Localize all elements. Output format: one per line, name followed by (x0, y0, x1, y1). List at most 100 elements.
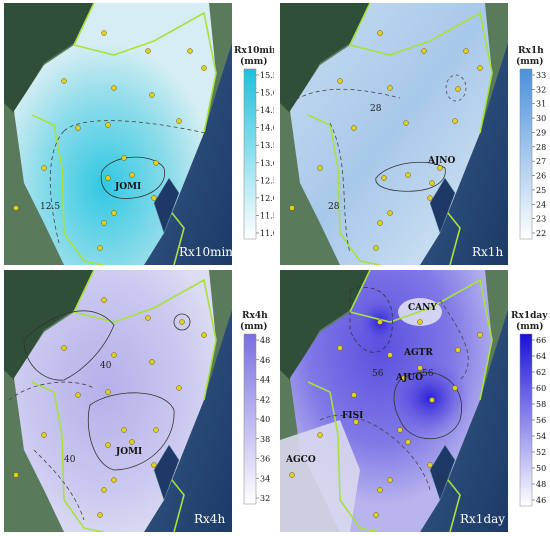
colorbar-tick-label: 26 (536, 172, 546, 181)
colorbar-tick-label: 14.5 (260, 106, 274, 115)
colorbar-tick-label: 62 (536, 368, 546, 377)
contour-north-west (23, 310, 115, 381)
sea-area (420, 3, 508, 265)
colorbar-tick-label: 30 (536, 114, 546, 123)
colorbar-tick-label: 42 (260, 395, 270, 404)
colorbar-ticks-rx1day: 66 64 62 60 58 56 54 52 50 48 46 (532, 336, 546, 505)
colorbar-tick-label: 29 (536, 128, 546, 137)
colorbar-tick-label: 24 (536, 200, 546, 209)
colorbar-tick-label: 58 (536, 400, 546, 409)
map-rx1h: AJNO 28 28 Rx1h Rx1h (mm) 33 32 31 30 29 28 27… (280, 3, 550, 265)
port (429, 177, 456, 234)
dark-terrain (280, 3, 370, 113)
dark-terrain (280, 270, 370, 380)
municipal-boundary (307, 114, 381, 265)
contour-north (349, 287, 393, 353)
colorbar-tick-label: 40 (260, 415, 270, 424)
colorbar-rx1h (519, 68, 533, 240)
colorbar-tick-label: 34 (260, 474, 270, 483)
station-dots (13, 30, 207, 251)
outer-boundary (348, 3, 493, 134)
contour-label-56-a: 56 (372, 369, 384, 379)
dark-terrain (4, 3, 94, 113)
panel-rx10min: JOMI 12.5 Rx10min Rx10min (mm) 15.515.01… (4, 3, 274, 265)
contour-12-5 (49, 120, 215, 244)
contour-north (445, 74, 467, 102)
contour-label-28-a: 28 (370, 104, 382, 114)
contour-south (87, 392, 175, 471)
station-label-cany: CANY (408, 303, 437, 313)
contour-label-40-a: 40 (100, 361, 112, 371)
panel-title-rx1day: Rx1day (460, 512, 505, 526)
sea-area (420, 270, 508, 532)
colorbar-rx4h (243, 333, 257, 505)
contour-inner (100, 156, 165, 199)
colorbar-tick-label: 48 (260, 336, 270, 345)
contour-label-12-5: 12.5 (40, 202, 60, 212)
colorbar-tick-label: 32 (260, 494, 270, 503)
outer-boundary (72, 3, 217, 134)
colorbar-tick-label: 25 (536, 186, 546, 195)
colorbar-ticks-rx1h: 33 32 31 30 29 28 27 26 25 24 23 22 (532, 71, 546, 238)
contour-label-40-b: 40 (64, 455, 76, 465)
municipal-boundary (307, 381, 381, 532)
port (153, 177, 180, 234)
colorbar-tick-label: 48 (536, 480, 546, 489)
colorbar-title-rx1h: Rx1h (518, 46, 544, 56)
contour-inner (375, 161, 446, 192)
panel-title-rx1h: Rx1h (472, 245, 503, 259)
colorbar-tick-label: 36 (260, 455, 270, 464)
colorbar-tick-label: 28 (536, 143, 546, 152)
colorbar-tick-label: 15.0 (260, 89, 274, 98)
panel-title-rx10min: Rx10min (179, 245, 233, 259)
contour-56 (319, 299, 469, 491)
station-label-fisi: FISI (342, 411, 363, 421)
panel-rx1h: AJNO 28 28 Rx1h Rx1h (mm) 33 32 31 30 29 28 27… (280, 3, 550, 265)
port (153, 444, 180, 501)
colorbar-tick-label: 52 (536, 448, 546, 457)
contour-label-56-b: 56 (422, 369, 434, 379)
colorbar-tick-label: 66 (536, 336, 546, 345)
colorbar-tick-label: 50 (536, 464, 546, 473)
low-precip-area (280, 420, 360, 532)
colorbar-title-rx4h: Rx4h (242, 311, 268, 321)
station-dots (289, 319, 483, 518)
colorbar-ticks-rx4h: 48 46 44 42 40 38 36 34 32 (256, 336, 270, 503)
contour-28 (289, 88, 401, 254)
colorbar-tick-label: 13.0 (260, 159, 274, 168)
colorbar-tick-label: 23 (536, 215, 546, 224)
map-rx10min: JOMI 12.5 Rx10min Rx10min (mm) 15.515.01… (4, 3, 274, 265)
station-dots (289, 30, 483, 251)
map-rx4h: JOMI 40 40 Rx4h Rx4h (mm) 48 46 44 42 40 38 36… (4, 270, 274, 532)
panel-rx1day: CANY AGTR AJUO FISI AGCO 56 56 Rx1day Rx… (280, 270, 550, 532)
colorbar-rx10min (243, 68, 257, 240)
sea-area (144, 270, 232, 532)
sea-area (144, 3, 232, 265)
dark-terrain (4, 270, 94, 380)
colorbar-tick-label: 60 (536, 384, 546, 393)
municipal-boundary (31, 114, 105, 265)
colorbar-tick-label: 54 (536, 432, 546, 441)
station-label-ajuo: AJUO (395, 373, 423, 383)
colorbar-unit-rx1day: (mm) (516, 321, 544, 332)
colorbar-tick-label: 31 (536, 100, 546, 109)
colorbar-tick-label: 12.5 (260, 176, 274, 185)
station-label-jomi: JOMI (114, 182, 141, 192)
contour-core (393, 371, 462, 440)
colorbar-tick-label: 38 (260, 435, 270, 444)
colorbar-unit-rx1h: (mm) (516, 56, 544, 67)
colorbar-tick-label: 12.0 (260, 194, 274, 203)
contour-label-28-b: 28 (328, 202, 340, 212)
colorbar-tick-label: 15.5 (260, 71, 274, 80)
panel-title-rx4h: Rx4h (194, 512, 225, 526)
colorbar-tick-label: 46 (260, 356, 270, 365)
colorbar-ticks-rx10min: 15.5 15.0 14.5 14.0 13.5 13.0 12.5 12.0 11.5 11.0 (256, 71, 274, 238)
colorbar-tick-label: 13.5 (260, 141, 274, 150)
panel-rx4h: JOMI 40 40 Rx4h Rx4h (mm) 48 46 44 42 40 38 36… (4, 270, 274, 532)
high-precip-core (390, 360, 470, 436)
station-dots (13, 297, 207, 518)
colorbar-tick-label: 14.0 (260, 124, 274, 133)
colorbar-tick-label: 33 (536, 71, 546, 80)
colorbar-tick-label: 22 (536, 229, 546, 238)
